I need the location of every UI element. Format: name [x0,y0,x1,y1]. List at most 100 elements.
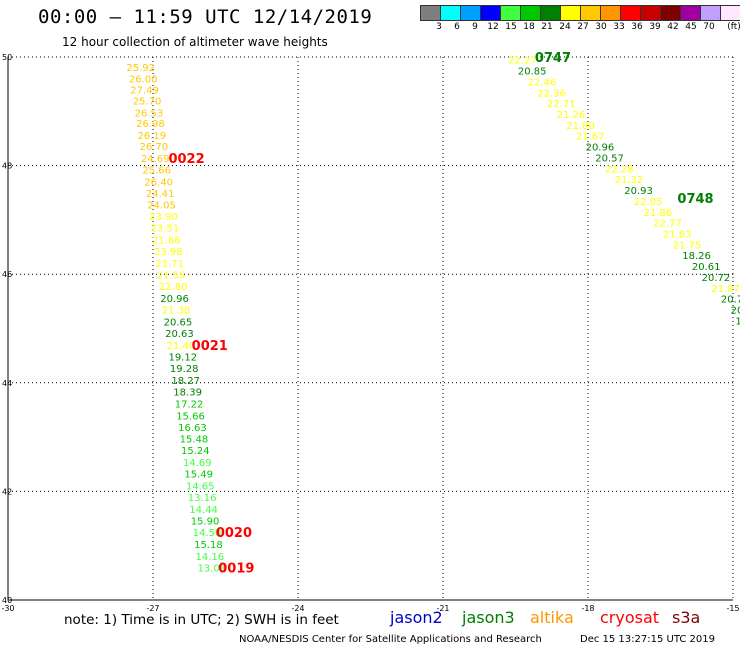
wave-height-label: 20.61 [692,262,721,273]
wave-height-label: 26.98 [136,119,165,130]
legend-label: 30 [595,22,607,32]
legend-label: 24 [559,22,571,32]
wave-height-label: 21.75 [673,240,702,251]
wave-height-label: 21.55 [157,271,186,282]
wave-height-label: 25.92 [126,63,155,74]
satellite-name: altika [530,608,574,627]
wave-height-label: 20.65 [164,317,193,328]
wave-height-label: 21.63 [663,229,692,240]
wave-height-label: 21.71 [155,259,184,270]
color-legend-labels: 3 6 9 12 15 18 21 24 27 30 33 36 39 42 45 70 (ft) [420,22,740,34]
x-axis-label: -27 [146,604,159,613]
satellite-name: s3a [672,608,701,627]
credit-text: NOAA/NESDIS Center for Satellite Applica… [239,634,542,645]
wave-height-label: 14.16 [196,552,225,563]
wave-height-label: 20.96 [160,294,189,305]
wave-height-label: 25.70 [133,96,162,107]
wave-height-label: 21.40 [167,341,196,352]
wave-height-label: 22.36 [537,88,566,99]
wave-height-label: 13.01 [197,563,226,574]
wave-height-label: 23.98 [154,247,183,258]
page-title: 00:00 – 11:59 UTC 12/14/2019 [38,6,373,28]
satellite-name: jason3 [462,608,515,627]
y-axis-label: 46 [2,270,12,279]
legend-label: 21 [541,22,553,32]
credit-date: Dec 15 13:27:15 UTC 2019 [580,634,715,645]
wave-height-label: 20.85 [518,67,547,78]
legend-label: 3 [436,22,442,32]
satellite-name: jason2 [390,608,443,627]
time-marker: 0020 [216,526,252,541]
footer-note: note: 1) Time is in UTC; 2) SWH is in fe… [64,612,339,628]
legend-label: 33 [613,22,625,32]
wave-height-label: 21.38 [162,305,191,316]
legend-label: 6 [454,22,460,32]
x-axis-label: -24 [291,604,304,613]
observation-labels: 25.9226.0027.4925.7026.5326.9826.1926.70… [126,56,740,575]
time-marker: 0022 [168,152,204,167]
x-axis-label: -30 [1,604,14,613]
wave-height-label: 25.66 [142,165,171,176]
wave-height-label: 21.67 [576,132,605,143]
legend-label: 45 [685,22,697,32]
wave-height-label: 26.19 [138,131,167,142]
wave-height-label: 22.80 [159,282,188,293]
legend-label: 36 [631,22,643,32]
axis-labels: -30 -27 -24 -21 -18 -15 50 48 46 44 42 40 [1,53,739,613]
wave-height-label: 18.3 [735,316,740,327]
wave-height-label: 24.41 [146,189,175,200]
wave-height-label: 18.26 [682,251,711,262]
wave-height-label: 13.16 [188,493,217,504]
y-axis-label: 50 [2,53,12,62]
y-axis-label: 40 [2,596,12,605]
wave-height-label: 22.46 [528,77,557,88]
wave-height-label: 15.24 [181,446,210,457]
color-legend [420,5,740,21]
wave-height-label: 15.66 [176,411,205,422]
wave-height-label: 26.53 [135,108,164,119]
wave-height-label: 18.27 [171,376,200,387]
x-axis-label: -15 [726,604,739,613]
wave-height-label: 16.63 [178,423,207,434]
y-axis-label: 42 [2,487,12,496]
legend-label: 18 [523,22,535,32]
legend-label: 9 [472,22,478,32]
wave-height-label: 14.44 [189,505,218,516]
wave-height-label: 21.26 [557,110,586,121]
x-axis-label: -18 [581,604,594,613]
wave-height-label: 15.48 [180,435,209,446]
time-markers: 0022 0021 0020 0019 0747 0748 [168,51,713,576]
legend-label: 39 [649,22,661,32]
wave-height-label: 22.71 [547,99,576,110]
wave-height-label: 19.12 [168,353,197,364]
wave-height-label: 26.00 [129,75,158,86]
wave-height-label: 20.72 [702,273,731,284]
wave-height-label: 20.71 [721,295,740,306]
wave-height-label: 20.63 [165,329,194,340]
legend-label: 12 [487,22,499,32]
wave-height-label: 21.80 [566,121,595,132]
legend-unit: (ft) [727,22,740,32]
wave-height-label: 14.50 [193,528,222,539]
wave-height-label: 21.87 [711,284,740,295]
wave-height-label: 19.28 [170,364,199,375]
legend-label: 27 [577,22,589,32]
wave-height-label: 21.86 [152,235,181,246]
legend-label: 15 [505,22,517,32]
wave-height-label: 14.69 [183,458,212,469]
wave-height-label: 24.69 [141,154,170,165]
wave-height-label: 14.65 [186,481,215,492]
legend-label: 70 [703,22,715,32]
wave-height-label: 22.77 [653,219,682,230]
y-axis-label: 48 [2,162,12,171]
wave-height-label: 20.18 [731,305,740,316]
wave-height-label: 22.27 [508,56,537,67]
map-grid [7,56,734,601]
wave-height-label: 20.96 [586,143,615,154]
time-marker: 0019 [218,561,254,576]
wave-height-label: 18.39 [173,387,202,398]
wave-height-label: 23.90 [149,212,178,223]
wave-height-label: 21.86 [644,208,673,219]
satellite-name: cryosat [600,608,660,627]
